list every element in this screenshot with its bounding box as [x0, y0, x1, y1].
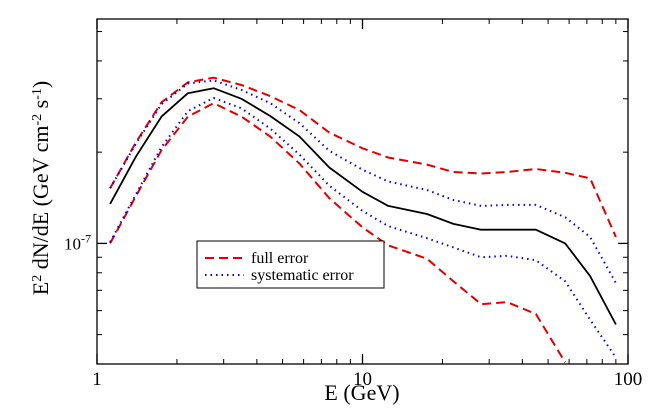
y-tick-label: 10-7 — [64, 231, 91, 253]
series-layer — [109, 76, 617, 363]
legend-label-full-error: full error — [251, 250, 309, 267]
legend: full error systematic error — [196, 240, 385, 289]
series-full-error-upper — [109, 76, 617, 238]
series-systematic-error-lower — [109, 96, 617, 359]
series-full-error-lower — [109, 102, 567, 363]
x-tick-label: 1 — [92, 369, 102, 390]
x-tick-label: 10 — [353, 369, 372, 390]
legend-label-systematic-error: systematic error — [251, 267, 354, 284]
series-central — [109, 87, 617, 325]
y-axis-label: E2 dN/dE (GeV cm-2 s-1) — [28, 81, 53, 295]
x-tick-label: 100 — [614, 369, 643, 390]
legend-box — [196, 240, 385, 289]
x-axis-label: E (GeV) — [324, 380, 399, 405]
x-axis-ticks: 1 10 100 — [92, 19, 642, 390]
series-systematic-error-upper — [109, 79, 617, 284]
y-axis-ticks: 10-7 — [64, 31, 628, 365]
